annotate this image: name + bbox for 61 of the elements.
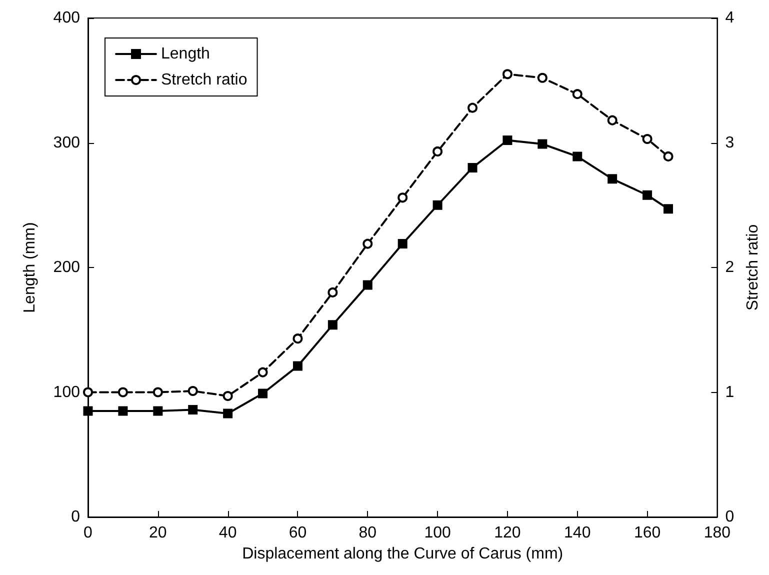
point [118,387,128,398]
y2-tick-label: 2 [725,259,734,276]
point [468,102,478,113]
point [538,139,548,149]
y2-tick-label: 1 [725,384,734,401]
x-tick-label: 80 [358,524,377,542]
x-tick-label: 20 [149,524,167,542]
y2-tick-label: 0 [725,508,734,526]
point [572,89,582,100]
point [502,69,512,80]
x-tick-label: 120 [494,524,521,542]
y-axis-title: Length (mm) [22,222,38,313]
point [258,367,268,378]
point [258,388,268,398]
y-tick-label: 400 [53,10,80,26]
y-tick-label: 200 [53,259,80,276]
point [188,404,198,414]
point [362,238,373,249]
legend-label: Length [161,46,210,62]
legend-label: Stretch ratio [161,72,248,88]
point [222,390,233,401]
x-tick-label: 160 [634,524,661,542]
point [292,334,303,344]
y2-tick-label: 3 [725,134,734,152]
point [432,200,442,210]
y2-tick-label: 4 [725,10,734,26]
point [292,361,302,371]
point [432,146,443,156]
point [153,406,163,416]
point [188,386,198,396]
point [642,134,652,144]
y2-axis-title: Stretch ratio [744,224,762,311]
point [328,287,338,298]
x-tick-label: 100 [424,524,451,542]
x-tick-label: 0 [84,524,93,542]
y-tick-label: 300 [53,134,80,152]
x-tick-label: 180 [704,524,731,542]
point [664,204,674,214]
point [223,408,233,418]
point [608,174,618,184]
point [398,239,408,249]
point [663,151,674,162]
x-axis-title: Displacement along the Curve of Carus (mm) [242,545,564,562]
point [83,387,93,398]
point [468,162,478,172]
point [502,136,512,146]
point [607,115,618,126]
point [328,320,338,330]
point [398,192,408,203]
y-tick-label: 100 [53,384,80,401]
x-tick-label: 140 [564,524,591,542]
x-tick-label: 60 [288,524,307,542]
point [152,387,163,398]
y-tick-label: 0 [71,508,80,526]
point [642,190,652,200]
point [537,72,548,83]
point [572,152,582,162]
point [83,406,93,416]
point [362,280,372,290]
x-tick-label: 40 [218,524,237,542]
point [118,406,128,416]
